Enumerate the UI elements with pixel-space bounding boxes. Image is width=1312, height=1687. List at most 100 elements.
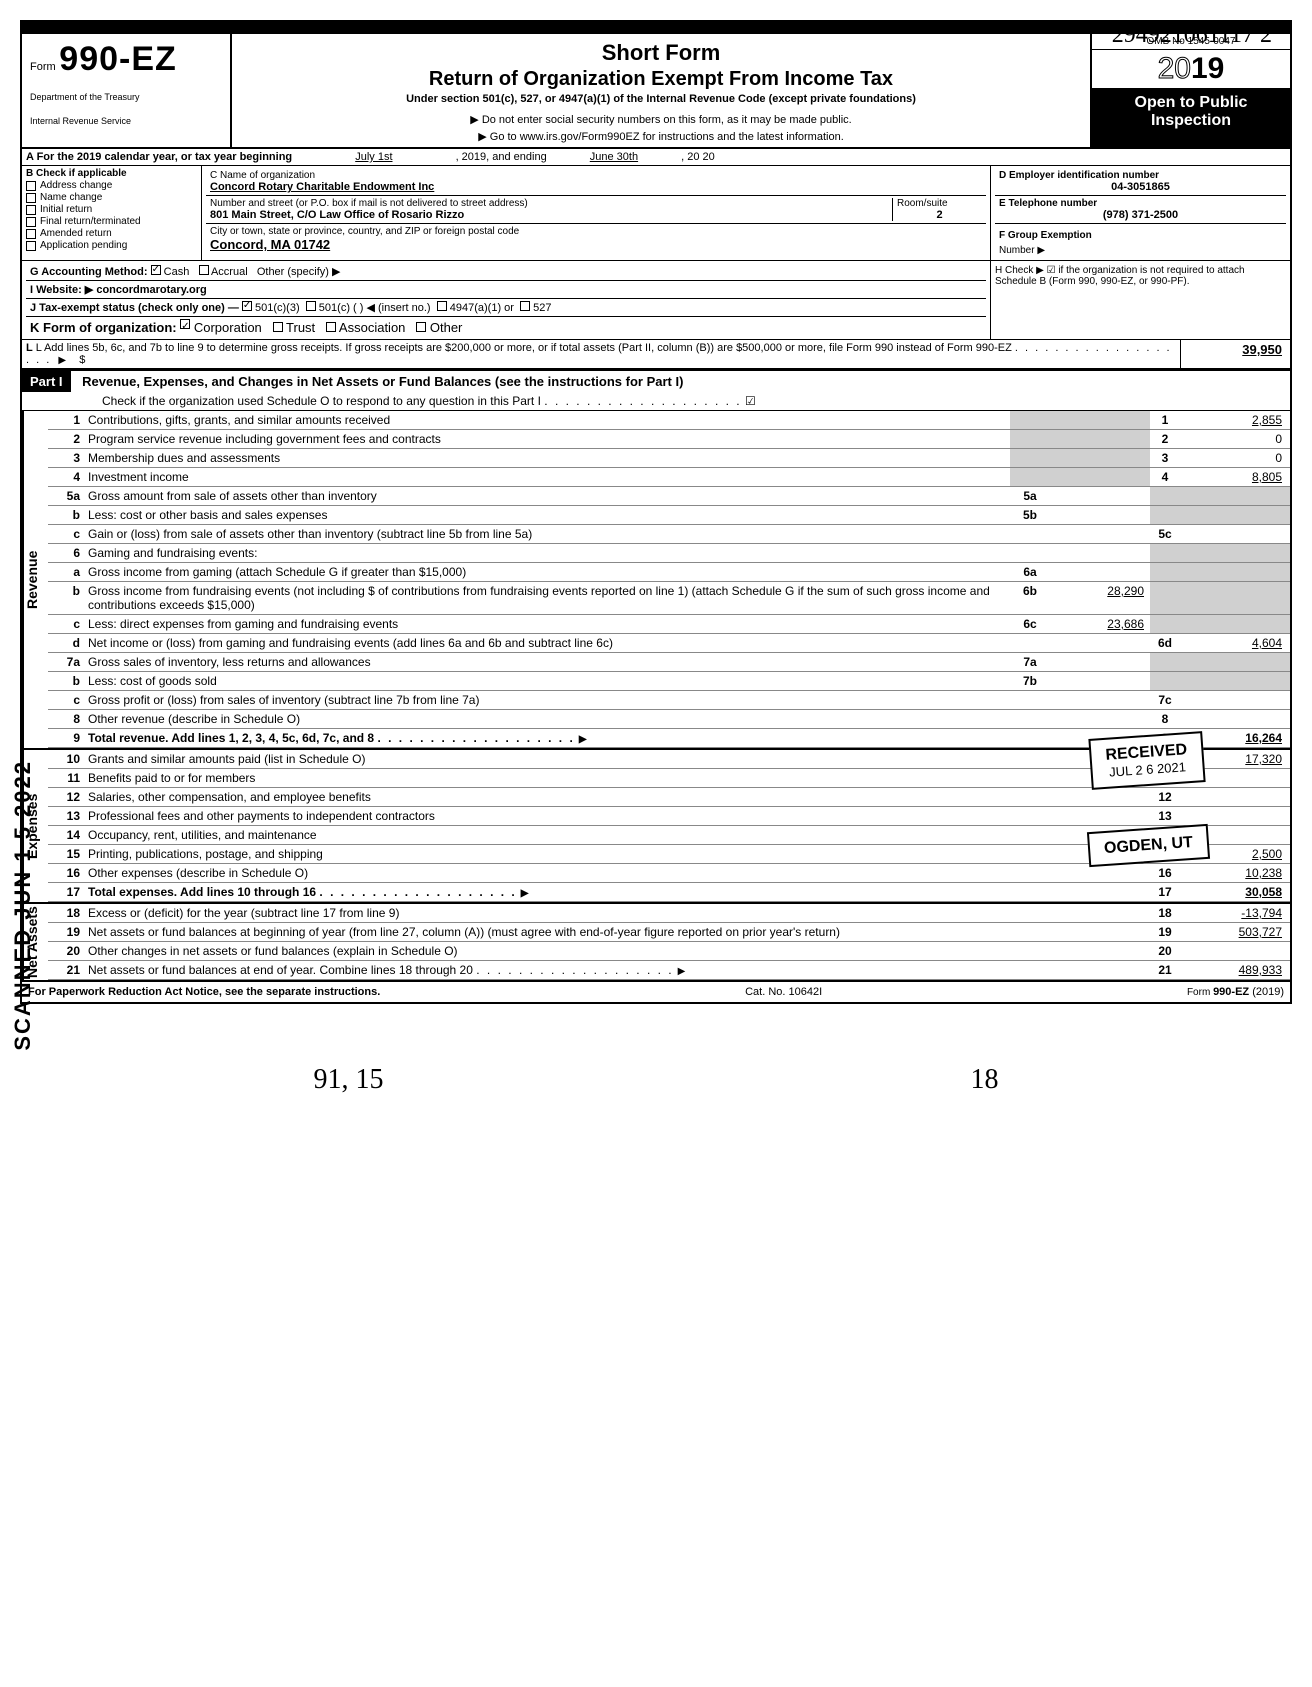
- cb-amended[interactable]: [26, 229, 36, 239]
- city-label: City or town, state or province, country…: [210, 226, 982, 237]
- f-label2: Number ▶: [999, 245, 1045, 256]
- cb-address-change[interactable]: [26, 181, 36, 191]
- g-label: G Accounting Method:: [30, 266, 148, 278]
- lm: 7a: [1010, 653, 1050, 672]
- lt: Less: cost of goods sold: [84, 672, 1010, 691]
- scanned-stamp: SCANNED JUN 1 5 2022: [10, 760, 36, 1051]
- cb-4947[interactable]: [437, 301, 447, 311]
- lh: 19: [1150, 923, 1180, 942]
- revenue-sidelabel: Revenue: [22, 411, 48, 748]
- ln: 2: [48, 430, 84, 449]
- lt: Net assets or fund balances at end of ye…: [88, 963, 473, 977]
- cb-527[interactable]: [520, 301, 530, 311]
- footer-right: Form 990-EZ (2019): [1187, 986, 1284, 998]
- la: 489,933: [1180, 961, 1290, 980]
- e-label: E Telephone number: [999, 198, 1282, 209]
- ln: 14: [48, 826, 84, 845]
- ln: 12: [48, 788, 84, 807]
- ln: 21: [48, 961, 84, 980]
- right-header-cell: OMB No 1545-0047 2019 Open to Public Ins…: [1090, 34, 1290, 147]
- j-c: 4947(a)(1) or: [450, 302, 514, 314]
- lt: Program service revenue including govern…: [84, 430, 1010, 449]
- room-label: Room/suite: [897, 198, 982, 209]
- ln: d: [48, 634, 84, 653]
- lt: Gross income from fundraising events (no…: [84, 582, 1010, 615]
- lh: 5c: [1150, 525, 1180, 544]
- header-row: Form 990-EZ Department of the Treasury I…: [22, 34, 1290, 149]
- cb-label: Amended return: [40, 228, 112, 239]
- cb-accrual[interactable]: [199, 265, 209, 275]
- g-accrual: Accrual: [211, 266, 248, 278]
- block-b-title: B Check if applicable: [26, 168, 197, 179]
- ln: b: [48, 672, 84, 691]
- cb-cash[interactable]: [151, 265, 161, 275]
- short-form-label: Short Form: [242, 40, 1080, 66]
- lt: Net income or (loss) from gaming and fun…: [84, 634, 1150, 653]
- part1-title: Revenue, Expenses, and Changes in Net As…: [74, 371, 691, 392]
- cb-assoc[interactable]: [326, 322, 336, 332]
- top-black-bar: [22, 22, 1290, 34]
- addr-label: Number and street (or P.O. box if mail i…: [210, 198, 892, 209]
- k-d: Other: [430, 320, 463, 335]
- lh: 7c: [1150, 691, 1180, 710]
- part1-checkbox[interactable]: ☑: [745, 394, 756, 408]
- cb-name-change[interactable]: [26, 193, 36, 203]
- lt: Gaming and fundraising events:: [84, 544, 1150, 563]
- cb-501c[interactable]: [306, 301, 316, 311]
- la: 8,805: [1180, 468, 1290, 487]
- cb-501c3[interactable]: [242, 301, 252, 311]
- la: 10,238: [1180, 864, 1290, 883]
- lines-ghij: G Accounting Method: Cash Accrual Other …: [22, 261, 1290, 340]
- ssn-note: ▶ Do not enter social security numbers o…: [242, 113, 1080, 126]
- ein: 04-3051865: [999, 181, 1282, 193]
- cb-final-return[interactable]: [26, 217, 36, 227]
- lt: Professional fees and other payments to …: [84, 807, 1150, 826]
- lm: 7b: [1010, 672, 1050, 691]
- lh: 1: [1150, 411, 1180, 430]
- l-text: L Add lines 5b, 6c, and 7b to line 9 to …: [36, 342, 1012, 354]
- revenue-table: 1Contributions, gifts, grants, and simil…: [48, 411, 1290, 748]
- dept-irs: Internal Revenue Service: [30, 117, 222, 127]
- k-c: Association: [339, 320, 405, 335]
- lm: 6a: [1010, 563, 1050, 582]
- part1-check-text: Check if the organization used Schedule …: [102, 394, 541, 408]
- year-suffix: 19: [1191, 52, 1224, 85]
- cb-trust[interactable]: [273, 322, 283, 332]
- k-label: K Form of organization:: [30, 320, 177, 335]
- lm: 5a: [1010, 487, 1050, 506]
- lt: Gain or (loss) from sale of assets other…: [84, 525, 1150, 544]
- footer: For Paperwork Reduction Act Notice, see …: [22, 980, 1290, 1002]
- line-a-yr: , 20 20: [681, 151, 715, 163]
- ln: 19: [48, 923, 84, 942]
- lh: 16: [1150, 864, 1180, 883]
- room-val: 2: [897, 209, 982, 221]
- ln: 8: [48, 710, 84, 729]
- hand-a: 91, 15: [314, 1064, 384, 1096]
- ln: 10: [48, 750, 84, 769]
- lt: Less: direct expenses from gaming and fu…: [84, 615, 1010, 634]
- lt: Gross sales of inventory, less returns a…: [84, 653, 1010, 672]
- line-a-mid: , 2019, and ending: [456, 151, 547, 163]
- part1-header: Part I Revenue, Expenses, and Changes in…: [22, 369, 1290, 411]
- handwritten-top-number: 294921061117 2: [1112, 22, 1272, 49]
- ln: 11: [48, 769, 84, 788]
- title-cell: Short Form Return of Organization Exempt…: [232, 34, 1090, 147]
- lt: Benefits paid to or for members: [84, 769, 1150, 788]
- lh: 6d: [1150, 634, 1180, 653]
- entity-block: B Check if applicable Address change Nam…: [22, 166, 1290, 261]
- open-public-inspection: Open to Public Inspection: [1092, 88, 1290, 147]
- cb-corp[interactable]: [180, 319, 190, 329]
- year-prefix: 20: [1158, 52, 1191, 85]
- block-h: H Check ▶ ☑ if the organization is not r…: [990, 261, 1290, 339]
- cb-initial-return[interactable]: [26, 205, 36, 215]
- lt: Total expenses. Add lines 10 through 16: [88, 885, 316, 899]
- website: concordmarotary.org: [96, 284, 206, 296]
- la: -13,794: [1180, 904, 1290, 923]
- hand-b: 18: [971, 1064, 999, 1096]
- cb-label: Initial return: [40, 204, 92, 215]
- org-name: Concord Rotary Charitable Endowment Inc: [210, 181, 982, 193]
- tax-year: 2019: [1092, 50, 1290, 88]
- ln: 16: [48, 864, 84, 883]
- cb-other[interactable]: [416, 322, 426, 332]
- cb-app-pending[interactable]: [26, 241, 36, 251]
